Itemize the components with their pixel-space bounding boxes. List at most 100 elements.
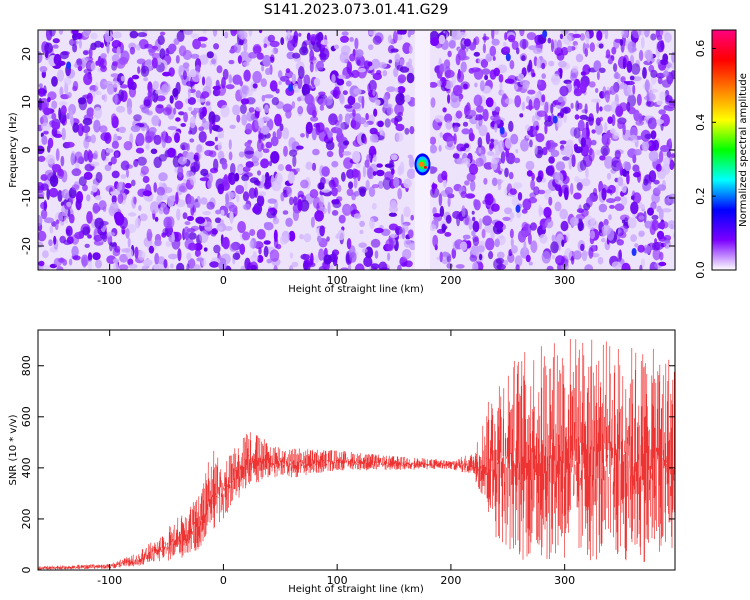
heatmap-cell xyxy=(173,107,177,115)
heatmap-cell xyxy=(428,81,438,88)
heatmap-cell xyxy=(452,84,463,97)
heatmap-cell xyxy=(83,171,93,180)
heatmap-cell xyxy=(304,93,314,105)
heatmap-cell xyxy=(338,113,343,123)
heatmap-cell xyxy=(597,256,604,265)
heatmap-cell xyxy=(186,215,194,221)
heatmap-cell xyxy=(653,179,660,185)
heatmap-cell xyxy=(659,251,664,261)
heatmap-cell xyxy=(663,239,671,249)
heatmap-cell xyxy=(277,70,283,79)
heatmap-cell xyxy=(349,37,354,42)
heatmap-cell xyxy=(485,53,493,63)
heatmap-cell xyxy=(211,58,216,65)
heatmap-cell xyxy=(244,150,254,155)
heatmap-cell xyxy=(588,247,594,259)
heatmap-cell xyxy=(232,74,242,85)
heatmap-cell xyxy=(573,88,583,97)
y-tick-label: -10 xyxy=(20,189,33,207)
heatmap-cell xyxy=(164,135,172,144)
heatmap-cell xyxy=(311,127,317,141)
heatmap-cell xyxy=(285,68,291,74)
heatmap-cell xyxy=(198,54,209,65)
heatmap-cell xyxy=(584,47,589,57)
heatmap-cell xyxy=(433,167,438,172)
heatmap-cell xyxy=(652,139,660,151)
heatmap-cell xyxy=(384,118,391,128)
heatmap-cell xyxy=(124,182,132,189)
heatmap-cell xyxy=(187,242,197,251)
heatmap-cell xyxy=(627,217,637,229)
heatmap-cell xyxy=(248,30,253,37)
heatmap-cell xyxy=(275,243,282,250)
heatmap-cell xyxy=(570,72,577,82)
heatmap-cell xyxy=(228,151,233,161)
heatmap-cell xyxy=(564,248,573,260)
heatmap-cell xyxy=(74,151,83,163)
heatmap-cell xyxy=(202,210,211,216)
heatmap-cell xyxy=(499,234,504,240)
heatmap-cell xyxy=(528,261,533,266)
heatmap-cell xyxy=(129,46,136,55)
heatmap-cell xyxy=(118,89,124,102)
heatmap-cell xyxy=(264,179,272,190)
heatmap-cell xyxy=(342,151,352,156)
heatmap-cell xyxy=(656,100,663,106)
heatmap-cell xyxy=(457,31,467,38)
heatmap-cell xyxy=(303,233,312,243)
heatmap-cell xyxy=(282,210,289,215)
heatmap-cell xyxy=(485,97,494,108)
heatmap-cell xyxy=(300,253,311,260)
heatmap-cell xyxy=(393,176,400,188)
heatmap-cell xyxy=(177,248,182,262)
heatmap-cell xyxy=(644,220,652,229)
heatmap-cell xyxy=(217,141,222,151)
heatmap-cell xyxy=(341,171,346,182)
heatmap-cell xyxy=(436,80,442,87)
colorbar-label: Normalized spectral amplitude xyxy=(738,73,749,227)
heatmap-cell xyxy=(580,243,585,252)
heatmap-cell xyxy=(521,55,526,62)
heatmap-cell xyxy=(604,30,609,40)
heatmap-cell xyxy=(541,94,546,103)
heatmap-cell xyxy=(158,154,167,162)
heatmap-cell xyxy=(70,152,76,166)
heatmap-cell xyxy=(198,153,202,160)
heatmap-cell xyxy=(225,84,235,90)
y-axis-label: SNR (10 * v/v) xyxy=(8,414,19,485)
heatmap-cell xyxy=(672,232,675,239)
heatmap-cell xyxy=(458,94,462,102)
heatmap-cell xyxy=(511,196,520,207)
heatmap-cell xyxy=(225,193,230,205)
heatmap-cell xyxy=(195,144,204,154)
heatmap-cell xyxy=(611,261,621,269)
heatmap-cell xyxy=(532,47,543,55)
heatmap-cell xyxy=(588,81,596,88)
heatmap-cell xyxy=(553,39,558,51)
heatmap-cell xyxy=(344,104,353,109)
heatmap-cell xyxy=(118,126,127,133)
heatmap-cell xyxy=(206,201,215,210)
heatmap-cell xyxy=(86,92,93,105)
heatmap-cell xyxy=(591,98,601,103)
heatmap-cell xyxy=(429,224,437,232)
heatmap-cell xyxy=(550,149,560,158)
heatmap-cell xyxy=(285,164,292,172)
heatmap-cell xyxy=(471,244,480,256)
heatmap-cell xyxy=(105,185,116,193)
heatmap-cell xyxy=(297,96,302,102)
heatmap-cell xyxy=(184,221,191,226)
heatmap-cell xyxy=(397,264,402,270)
heatmap-cell xyxy=(649,89,653,101)
heatmap-cell xyxy=(148,48,155,56)
heatmap-cell xyxy=(48,187,59,198)
heatmap-cell xyxy=(376,163,383,168)
heatmap-cell xyxy=(372,184,380,189)
heatmap-cell xyxy=(255,106,262,112)
heatmap-cell xyxy=(522,198,532,211)
heatmap-cell xyxy=(523,240,527,252)
heatmap-cell xyxy=(90,161,100,167)
heatmap-cell xyxy=(527,232,532,245)
heatmap-cell xyxy=(316,60,324,71)
heatmap-cell xyxy=(491,203,500,212)
